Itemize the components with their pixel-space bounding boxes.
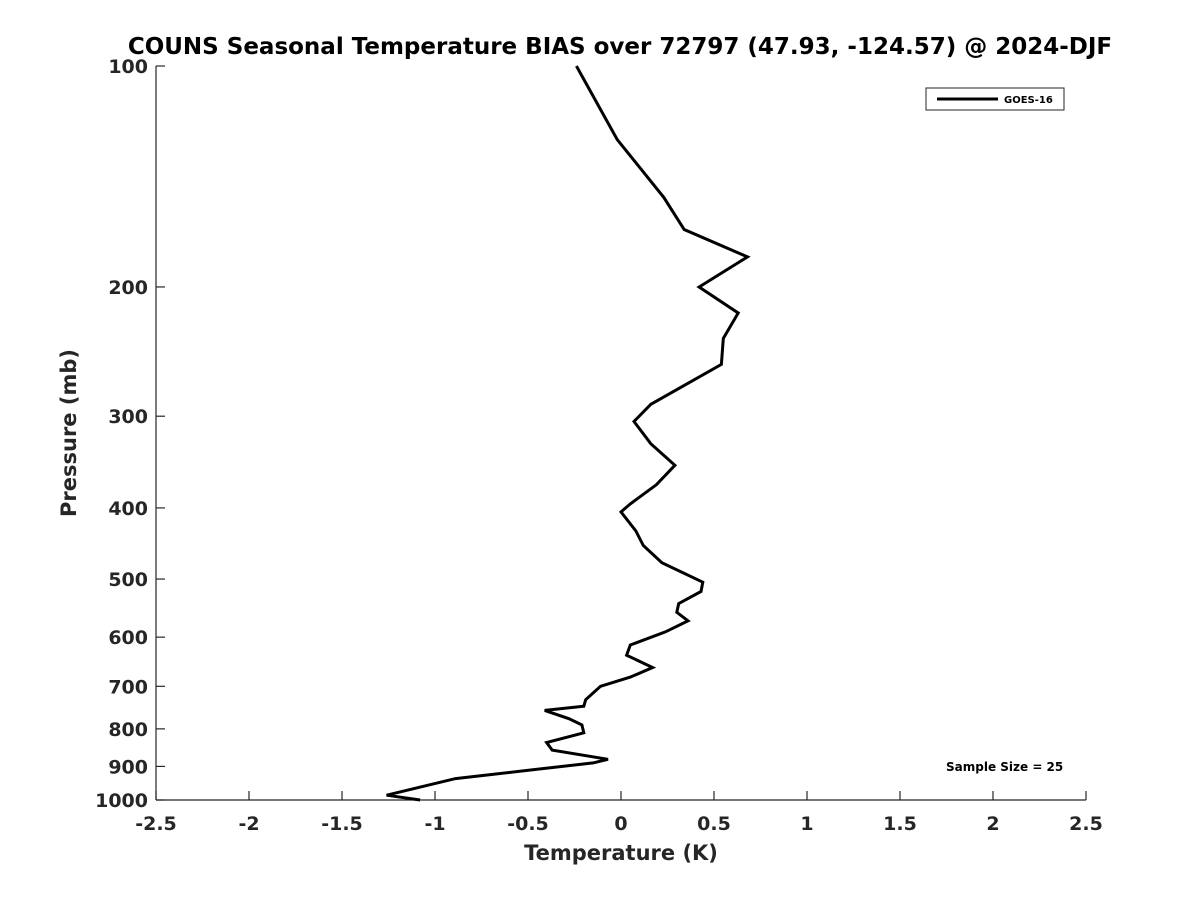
y-tick-label: 100 [108, 56, 148, 78]
y-tick-label: 500 [108, 569, 148, 591]
y-ticks: 100 200 300 400 500 600 700 800 900 1000 [95, 56, 165, 812]
x-tick-label: 1.5 [883, 813, 917, 835]
plot-axes [155, 66, 1086, 801]
x-tick-label: 1 [800, 813, 813, 835]
legend-label-goes-16: GOES-16 [1004, 95, 1053, 106]
x-tick-label: -0.5 [507, 813, 549, 835]
x-tick-label: 0 [614, 813, 627, 835]
y-axis-label: Pressure (mb) [57, 349, 81, 517]
series-group [386, 65, 751, 802]
x-tick-label: 2.5 [1069, 813, 1103, 835]
chart-title: COUNS Seasonal Temperature BIAS over 727… [128, 34, 1112, 60]
x-tick-label: -1.5 [321, 813, 363, 835]
x-tick-label: 2 [986, 813, 999, 835]
y-tick-label: 700 [108, 676, 148, 698]
x-tick-label: -2.5 [135, 813, 177, 835]
x-ticks: -2.5 -2 -1.5 -1 -0.5 0 0.5 1 1.5 2 2.5 [135, 791, 1103, 835]
x-axis-label: Temperature (K) [524, 841, 718, 865]
y-tick-label: 900 [108, 756, 148, 778]
y-tick-label: 200 [108, 277, 148, 299]
series-line-goes-16 [386, 65, 751, 802]
legend: GOES-16 [925, 87, 1065, 111]
x-tick-label: -2 [238, 813, 259, 835]
sample-size-annotation: Sample Size = 25 [946, 760, 1063, 774]
y-tick-label: 600 [108, 627, 148, 649]
x-tick-label: -1 [424, 813, 445, 835]
y-tick-label: 400 [108, 498, 148, 520]
y-tick-label: 800 [108, 719, 148, 741]
x-tick-label: 0.5 [697, 813, 731, 835]
y-tick-label: 300 [108, 406, 148, 428]
y-tick-label: 1000 [95, 790, 148, 812]
